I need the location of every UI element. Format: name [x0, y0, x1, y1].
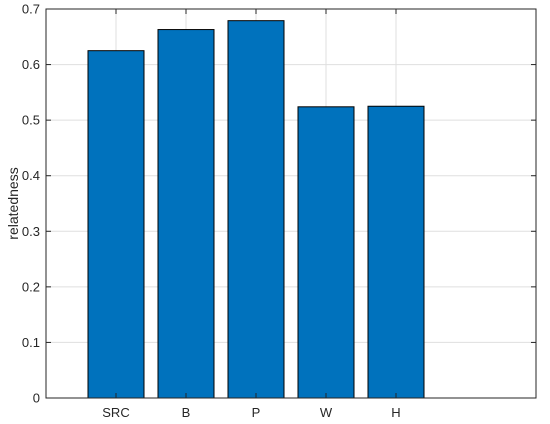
axes-box: [45, 8, 537, 399]
y-axis-label: relatedness: [5, 167, 21, 239]
bars: [87, 20, 425, 399]
y-tick-label: 0.3: [22, 224, 40, 239]
y-axis-ticks: 0 0.1 0.2 0.3 0.4 0.5 0.6 0.7: [22, 2, 536, 406]
y-tick-label: 0.6: [22, 57, 40, 72]
x-tick-label: B: [182, 405, 191, 420]
x-axis-ticks: SRC B P W H: [102, 9, 401, 420]
bar-w: [297, 106, 355, 399]
y-tick-label: 0.7: [22, 2, 40, 17]
x-tick-label: SRC: [102, 405, 129, 420]
y-tick-label: 0.2: [22, 279, 40, 294]
x-tick-label: H: [391, 405, 400, 420]
x-tick-label: P: [252, 405, 261, 420]
y-tick-label: 0: [33, 391, 40, 406]
bar-b: [157, 29, 215, 399]
y-tick-label: 0.1: [22, 335, 40, 350]
bar-h: [367, 105, 425, 399]
bar-p: [227, 20, 285, 399]
y-tick-label: 0.4: [22, 168, 40, 183]
y-tick-label: 0.5: [22, 113, 40, 128]
bar-src: [87, 50, 145, 399]
x-tick-label: W: [320, 405, 333, 420]
